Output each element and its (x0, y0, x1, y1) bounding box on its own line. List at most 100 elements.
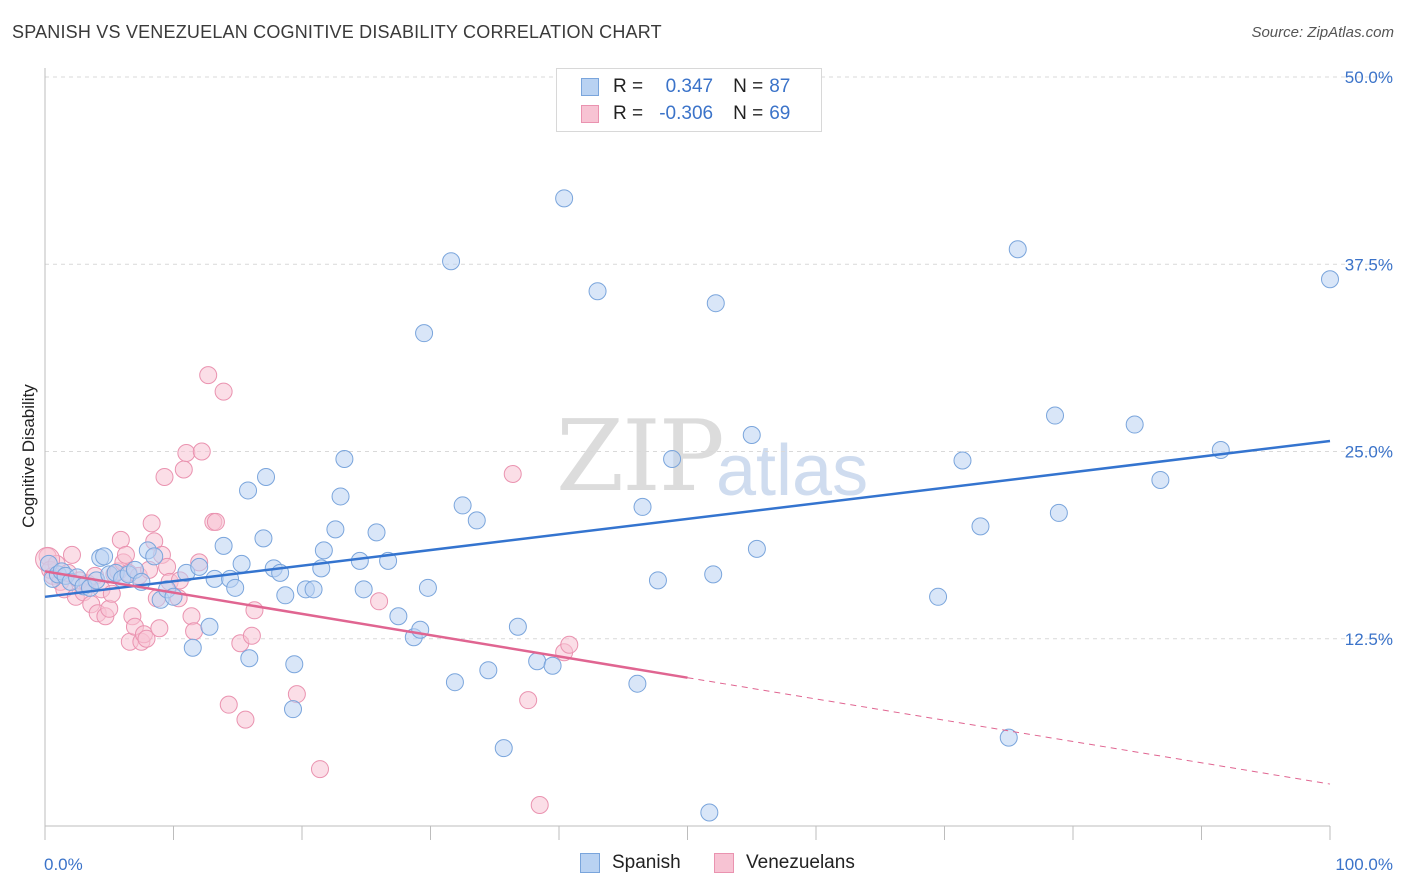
venezuelans-point (219, 695, 238, 714)
spanish-swatch (581, 78, 599, 96)
spanish-point (704, 565, 723, 584)
venezuelans-point (174, 460, 193, 479)
n-label: N = (733, 76, 764, 97)
correlation-legend: R = 0.347 N = 87 R = -0.306 N = 69 (556, 68, 822, 132)
spanish-point (1321, 270, 1339, 289)
spanish-point (335, 449, 354, 468)
venezuelans-point (560, 635, 579, 654)
legend-item-spanish: Spanish (580, 852, 681, 874)
venezuelans-point (242, 626, 261, 645)
chart-title: SPANISH VS VENEZUELAN COGNITIVE DISABILI… (12, 22, 662, 42)
venezuelans-point (236, 710, 255, 729)
spanish-point (1049, 503, 1068, 522)
spanish-point (200, 617, 219, 636)
spanish-point (350, 551, 369, 570)
spanish-point (95, 547, 114, 566)
spanish-point (1046, 406, 1065, 425)
venezuelans-point (137, 629, 156, 648)
spanish-point (418, 578, 437, 597)
spanish-point (389, 607, 408, 626)
venezuelans-point (177, 443, 196, 462)
spanish-point (190, 557, 209, 576)
spanish-point (183, 638, 202, 657)
spanish-point (999, 728, 1018, 747)
spanish-point (354, 580, 373, 599)
watermark-atlas: atlas (716, 431, 869, 511)
spanish-point (648, 571, 667, 590)
spanish-point (628, 674, 647, 693)
spanish-trend-line (44, 439, 1331, 599)
spanish-point (479, 661, 498, 680)
axes (44, 68, 1331, 840)
venezuelans-trend-line (44, 570, 688, 679)
series-legend: Spanish Venezuelans (0, 852, 1406, 878)
venezuelans-point (100, 599, 119, 618)
spanish-point (205, 569, 224, 588)
legend-item-venezuelans: Venezuelans (714, 852, 855, 874)
venezuelans-point (185, 622, 204, 641)
r-label: R = (613, 76, 644, 97)
venezuelans-point (111, 530, 130, 549)
spanish-point (742, 426, 761, 445)
spanish-point (240, 649, 259, 668)
spanish-point (257, 467, 276, 486)
spanish-point (411, 620, 430, 639)
trend-lines (44, 439, 1331, 785)
tick-labels: 12.5% 25.0% 37.5% 50.0% 0.0% 100.0% Cognitive … (19, 68, 1393, 874)
venezuelans-point (62, 545, 81, 564)
venezuelans-point (503, 464, 522, 483)
spanish-point (314, 541, 333, 560)
venezuelans-point (155, 467, 174, 486)
venezuelans-point (214, 382, 233, 401)
legend-label-venezuelans: Venezuelans (746, 852, 855, 873)
venezuelans-point (530, 796, 549, 815)
watermark-zip: ZIP (556, 400, 725, 514)
spanish-point (304, 580, 323, 599)
y-tick-label: 25.0% (1345, 443, 1393, 462)
venezuelans-swatch (581, 105, 599, 123)
spanish-point (700, 803, 719, 822)
n-label: N = (733, 103, 764, 124)
venezuelans-point (310, 760, 329, 779)
spanish-point (226, 578, 245, 597)
spanish-point (543, 656, 562, 675)
grid-lines (45, 76, 1392, 640)
spanish-point (1151, 470, 1170, 489)
spanish-points (39, 189, 1339, 822)
spanish-point (747, 539, 766, 558)
spanish-point (508, 617, 527, 636)
spanish-point (254, 529, 273, 548)
spanish-point (285, 655, 304, 674)
spanish-point (633, 497, 652, 516)
spanish-point (1125, 415, 1144, 434)
spanish-point (442, 252, 461, 271)
y-tick-label: 50.0% (1345, 68, 1393, 87)
spanish-point (528, 652, 547, 671)
spanish-point (284, 700, 303, 719)
spanish-point (276, 586, 295, 605)
venezuelans-point (182, 607, 201, 626)
y-tick-label: 12.5% (1345, 630, 1393, 649)
y-axis-title: Cognitive Disability (19, 384, 38, 528)
x-tick-label: 100.0% (1335, 855, 1393, 874)
venezuelans-point (116, 545, 135, 564)
x-tick-label: 0.0% (44, 855, 83, 874)
spanish-point (706, 294, 725, 313)
venezuelans-point (519, 691, 538, 710)
spanish-point (239, 481, 258, 500)
spanish-point (971, 517, 990, 536)
venezuelans-point (370, 592, 389, 611)
spanish-point (494, 739, 513, 758)
venezuelans-point (150, 619, 169, 638)
venezuelans-point (199, 366, 218, 385)
n-value: 87 (769, 76, 791, 97)
spanish-point (331, 487, 350, 506)
r-value: -0.306 (659, 103, 714, 124)
spanish-point (232, 554, 251, 573)
y-tick-label: 37.5% (1345, 255, 1393, 274)
venezuelans-trend-extension (687, 677, 1331, 785)
spanish-point (214, 536, 233, 555)
legend-row-spanish: R = 0.347 N = 87 (581, 75, 790, 99)
venezuelans-point (287, 685, 306, 704)
